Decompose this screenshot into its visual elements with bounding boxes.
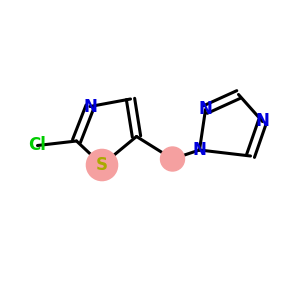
Circle shape xyxy=(86,149,118,181)
Text: S: S xyxy=(96,156,108,174)
Text: N: N xyxy=(83,98,97,116)
Text: N: N xyxy=(193,141,206,159)
Text: N: N xyxy=(256,112,269,130)
Text: N: N xyxy=(199,100,212,118)
Text: Cl: Cl xyxy=(28,136,46,154)
Circle shape xyxy=(160,147,184,171)
